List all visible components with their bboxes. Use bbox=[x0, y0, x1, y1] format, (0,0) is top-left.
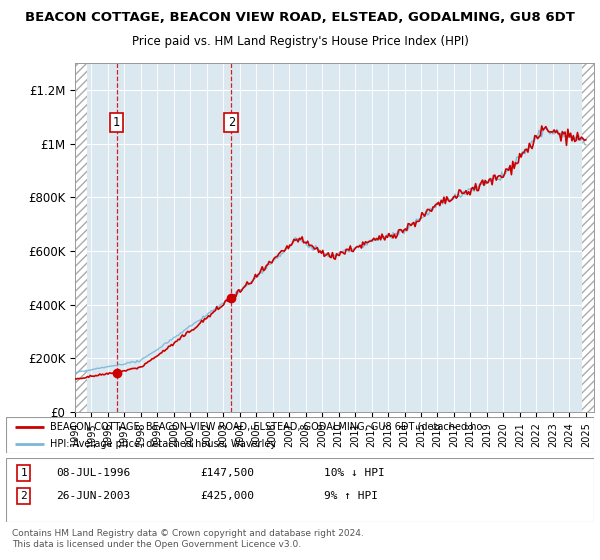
Text: BEACON COTTAGE, BEACON VIEW ROAD, ELSTEAD, GODALMING, GU8 6DT (detached ho: BEACON COTTAGE, BEACON VIEW ROAD, ELSTEA… bbox=[50, 422, 482, 432]
Text: £147,500: £147,500 bbox=[200, 468, 254, 478]
Text: 1: 1 bbox=[20, 468, 27, 478]
Text: 2: 2 bbox=[227, 116, 235, 129]
Text: £425,000: £425,000 bbox=[200, 491, 254, 501]
Text: 9% ↑ HPI: 9% ↑ HPI bbox=[323, 491, 377, 501]
Text: 26-JUN-2003: 26-JUN-2003 bbox=[56, 491, 130, 501]
Text: Contains HM Land Registry data © Crown copyright and database right 2024.
This d: Contains HM Land Registry data © Crown c… bbox=[12, 529, 364, 549]
Text: Price paid vs. HM Land Registry's House Price Index (HPI): Price paid vs. HM Land Registry's House … bbox=[131, 35, 469, 48]
Text: 2: 2 bbox=[20, 491, 27, 501]
Text: 10% ↓ HPI: 10% ↓ HPI bbox=[323, 468, 384, 478]
Text: HPI: Average price, detached house, Waverley: HPI: Average price, detached house, Wave… bbox=[50, 439, 276, 449]
Text: BEACON COTTAGE, BEACON VIEW ROAD, ELSTEAD, GODALMING, GU8 6DT: BEACON COTTAGE, BEACON VIEW ROAD, ELSTEA… bbox=[25, 11, 575, 24]
Text: 08-JUL-1996: 08-JUL-1996 bbox=[56, 468, 130, 478]
Text: 1: 1 bbox=[113, 116, 120, 129]
